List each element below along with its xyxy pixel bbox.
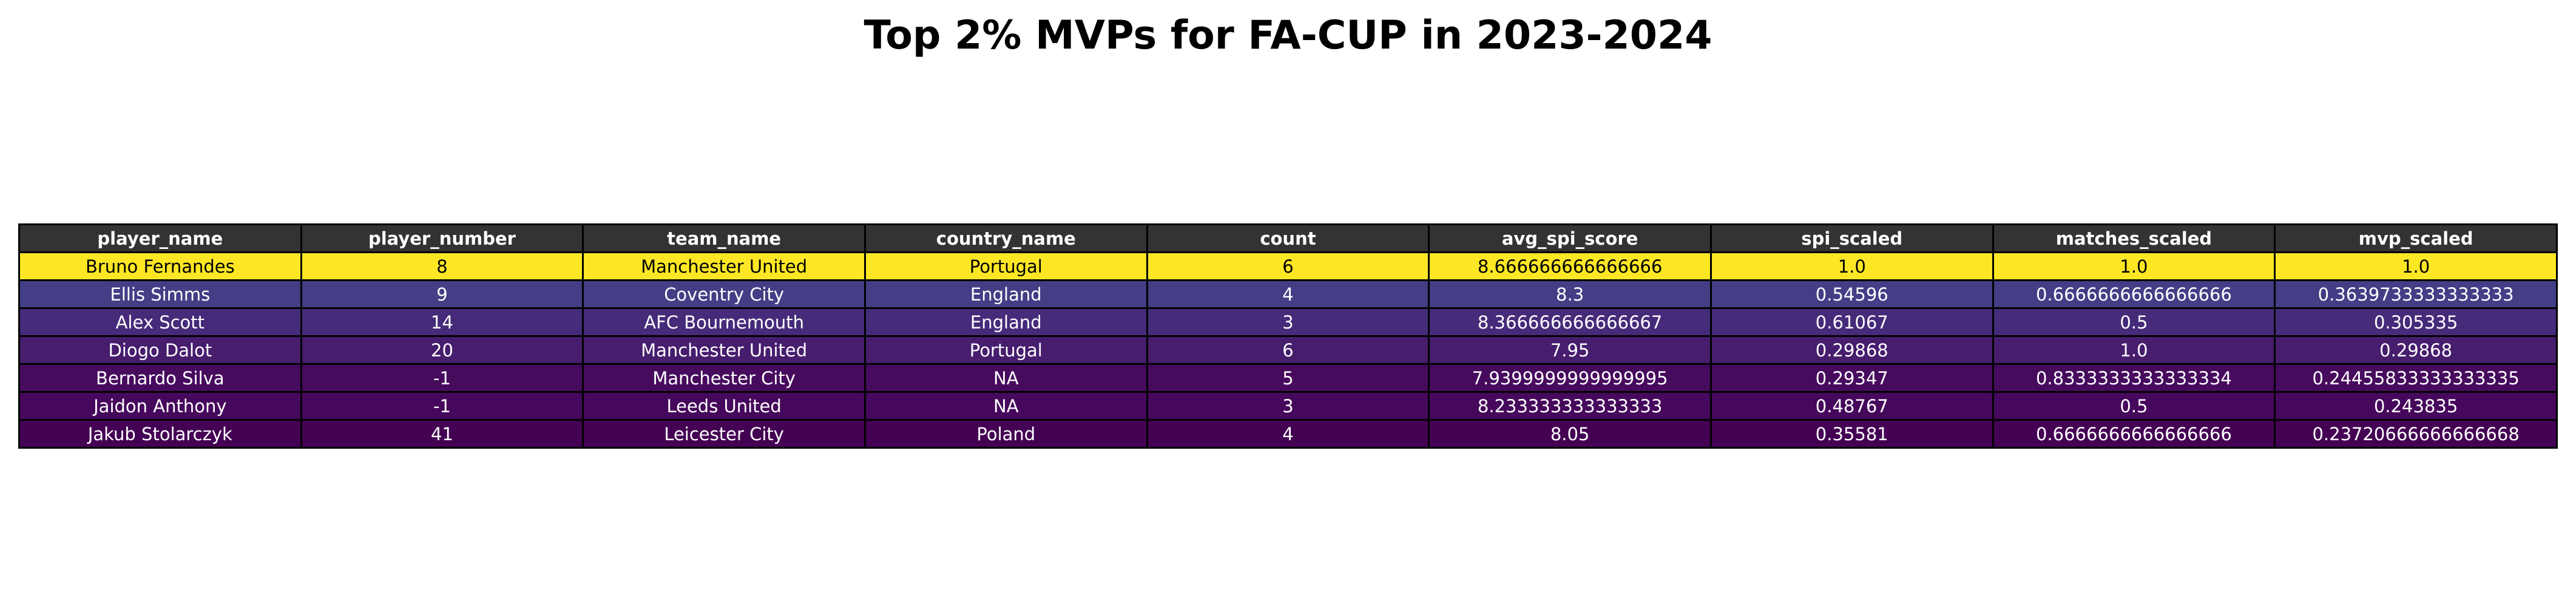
table-row: Bruno Fernandes 8 Manchester United Portuga… [18, 251, 2558, 281]
table-cell-team-name: Manchester United [582, 335, 866, 365]
table-cell-matches-scaled: 0.8333333333333334 [1992, 363, 2276, 393]
table-cell-mvp-scaled: 0.305335 [2274, 307, 2558, 337]
table-cell-matches-scaled: 0.6666666666666666 [1992, 419, 2276, 449]
table-cell-avg-spi-score: 8.366666666666667 [1428, 307, 1712, 337]
table-cell-mvp-scaled: 0.3639733333333333 [2274, 279, 2558, 309]
table-cell-team-name: Leicester City [582, 419, 866, 449]
table-cell-country-name: NA [864, 363, 1148, 393]
table-cell-player-name: Ellis Simms [18, 279, 302, 309]
table-cell-country-name: Portugal [864, 251, 1148, 281]
table-cell-spi-scaled: 0.29868 [1709, 335, 1994, 365]
table-cell-player-name: Jakub Stolarczyk [18, 419, 302, 449]
table-cell-count: 3 [1146, 391, 1430, 421]
table-cell-team-name: Leeds United [582, 391, 866, 421]
table-cell-matches-scaled: 1.0 [1992, 251, 2276, 281]
column-header-mvp-scaled: mvp_scaled [2274, 223, 2558, 253]
table-body: Bruno Fernandes 8 Manchester United Portuga… [18, 251, 2558, 449]
table-row: Bernardo Silva -1 Manchester City NA 5 7.9399… [18, 363, 2558, 393]
table-cell-team-name: Manchester City [582, 363, 866, 393]
table-cell-avg-spi-score: 8.3 [1428, 279, 1712, 309]
table-cell-spi-scaled: 0.54596 [1709, 279, 1994, 309]
table-cell-player-name: Diogo Dalot [18, 335, 302, 365]
table-cell-count: 5 [1146, 363, 1430, 393]
table-cell-player-name: Bernardo Silva [18, 363, 302, 393]
table-cell-avg-spi-score: 8.05 [1428, 419, 1712, 449]
table-cell-matches-scaled: 1.0 [1992, 335, 2276, 365]
column-header-country-name: country_name [864, 223, 1148, 253]
table-cell-player-name: Jaidon Anthony [18, 391, 302, 421]
table-cell-avg-spi-score: 7.9399999999999995 [1428, 363, 1712, 393]
table-header-row: player_name player_number team_name country… [18, 223, 2558, 253]
column-header-count: count [1146, 223, 1430, 253]
mvp-table: player_name player_number team_name country… [18, 223, 2558, 449]
table-cell-team-name: Coventry City [582, 279, 866, 309]
table-cell-country-name: NA [864, 391, 1148, 421]
table-cell-country-name: England [864, 307, 1148, 337]
table-cell-country-name: Portugal [864, 335, 1148, 365]
table-row: Ellis Simms 9 Coventry City England 4 8.3 0.54… [18, 279, 2558, 309]
column-header-player-name: player_name [18, 223, 302, 253]
table-cell-mvp-scaled: 1.0 [2274, 251, 2558, 281]
table-cell-avg-spi-score: 8.233333333333333 [1428, 391, 1712, 421]
table-cell-player-number: 8 [300, 251, 584, 281]
table-cell-spi-scaled: 0.61067 [1709, 307, 1994, 337]
table-cell-player-number: 20 [300, 335, 584, 365]
table-cell-spi-scaled: 0.35581 [1709, 419, 1994, 449]
table-cell-count: 4 [1146, 279, 1430, 309]
table-cell-spi-scaled: 0.48767 [1709, 391, 1994, 421]
chart-title: Top 2% MVPs for FA-CUP in 2023-2024 [864, 13, 1712, 58]
table-cell-player-name: Bruno Fernandes [18, 251, 302, 281]
table-cell-avg-spi-score: 7.95 [1428, 335, 1712, 365]
column-header-avg-spi-score: avg_spi_score [1428, 223, 1712, 253]
table-row: Alex Scott 14 AFC Bournemouth England 3 8.366… [18, 307, 2558, 337]
table-cell-team-name: Manchester United [582, 251, 866, 281]
table-cell-count: 6 [1146, 251, 1430, 281]
column-header-matches-scaled: matches_scaled [1992, 223, 2276, 253]
table-cell-mvp-scaled: 0.24455833333333335 [2274, 363, 2558, 393]
table-cell-player-number: -1 [300, 391, 584, 421]
table-cell-mvp-scaled: 0.23720666666666668 [2274, 419, 2558, 449]
table-cell-count: 4 [1146, 419, 1430, 449]
table-cell-count: 6 [1146, 335, 1430, 365]
column-header-spi-scaled: spi_scaled [1709, 223, 1994, 253]
table-cell-player-name: Alex Scott [18, 307, 302, 337]
table-row: Diogo Dalot 20 Manchester United Portugal 6 7… [18, 335, 2558, 365]
table-cell-matches-scaled: 0.5 [1992, 307, 2276, 337]
table-cell-country-name: England [864, 279, 1148, 309]
table-cell-player-number: 41 [300, 419, 584, 449]
table-cell-matches-scaled: 0.5 [1992, 391, 2276, 421]
table-row: Jakub Stolarczyk 41 Leicester City Poland 4 8… [18, 419, 2558, 449]
column-header-team-name: team_name [582, 223, 866, 253]
table-cell-count: 3 [1146, 307, 1430, 337]
table-row: Jaidon Anthony -1 Leeds United NA 3 8.2333333… [18, 391, 2558, 421]
column-header-player-number: player_number [300, 223, 584, 253]
table-cell-mvp-scaled: 0.243835 [2274, 391, 2558, 421]
table-cell-mvp-scaled: 0.29868 [2274, 335, 2558, 365]
table-cell-player-number: 14 [300, 307, 584, 337]
table-cell-country-name: Poland [864, 419, 1148, 449]
table-cell-player-number: -1 [300, 363, 584, 393]
table-cell-team-name: AFC Bournemouth [582, 307, 866, 337]
table-cell-matches-scaled: 0.6666666666666666 [1992, 279, 2276, 309]
table-cell-player-number: 9 [300, 279, 584, 309]
table-cell-spi-scaled: 1.0 [1709, 251, 1994, 281]
table-cell-spi-scaled: 0.29347 [1709, 363, 1994, 393]
table-cell-avg-spi-score: 8.666666666666666 [1428, 251, 1712, 281]
